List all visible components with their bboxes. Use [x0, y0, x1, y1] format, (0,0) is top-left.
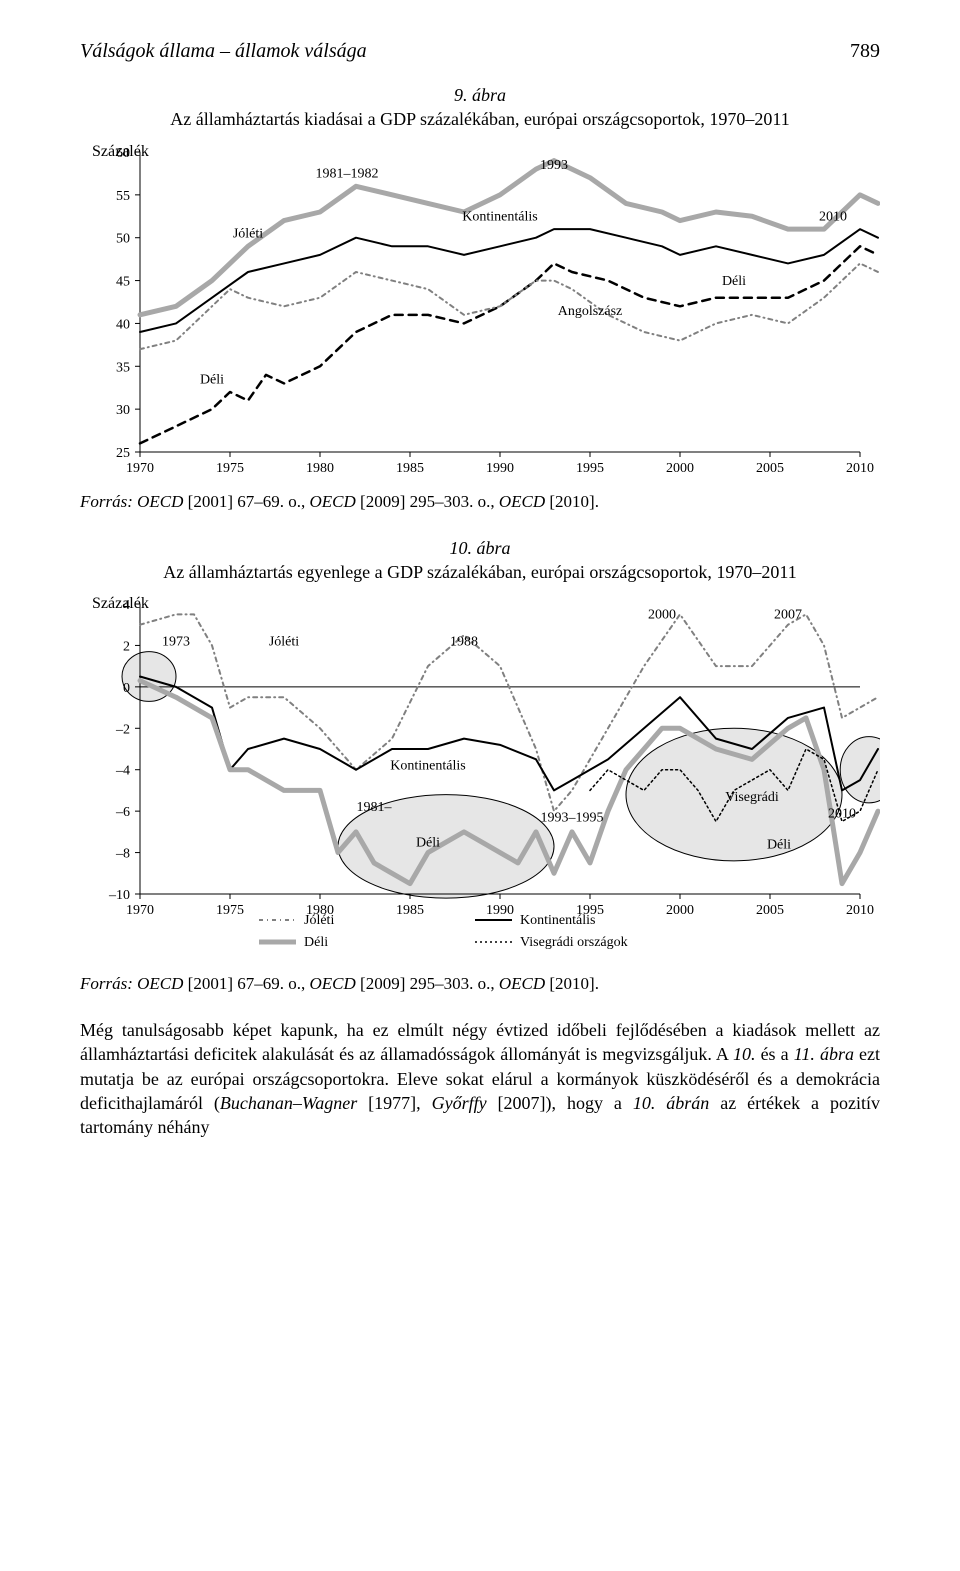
svg-text:2010: 2010 — [846, 461, 874, 476]
svg-text:Visegrádi: Visegrádi — [725, 790, 779, 805]
figure-10-source: Forrás: OECD [2001] 67–69. o., OECD [200… — [80, 974, 880, 994]
svg-text:2010: 2010 — [819, 209, 847, 224]
svg-text:2005: 2005 — [756, 903, 784, 918]
svg-text:25: 25 — [116, 446, 130, 461]
svg-text:1993: 1993 — [540, 158, 568, 173]
svg-text:1975: 1975 — [216, 461, 244, 476]
figure-9-chart: 2530354045505560197019751980198519901995… — [80, 142, 880, 482]
svg-text:35: 35 — [116, 360, 130, 375]
svg-text:1981–: 1981– — [357, 800, 393, 815]
svg-text:1985: 1985 — [396, 903, 424, 918]
svg-text:Kontinentális: Kontinentális — [520, 913, 595, 928]
svg-text:Visegrádi országok: Visegrádi országok — [520, 935, 628, 950]
figure-9-title: Az államháztartás kiadásai a GDP százalé… — [170, 109, 789, 129]
svg-text:–10: –10 — [108, 888, 130, 903]
svg-text:1985: 1985 — [396, 461, 424, 476]
svg-text:1973: 1973 — [162, 635, 190, 650]
svg-text:2010: 2010 — [828, 807, 856, 822]
svg-text:Százalék: Százalék — [92, 595, 149, 612]
page-number: 789 — [850, 40, 880, 63]
svg-text:Déli: Déli — [200, 372, 224, 387]
svg-text:–6: –6 — [115, 805, 130, 820]
svg-text:Déli: Déli — [304, 935, 328, 950]
svg-text:Kontinentális: Kontinentális — [390, 759, 465, 774]
svg-text:–8: –8 — [115, 847, 130, 862]
svg-text:1990: 1990 — [486, 903, 514, 918]
svg-text:30: 30 — [116, 403, 130, 418]
svg-text:Déli: Déli — [722, 273, 746, 288]
svg-text:Jóléti: Jóléti — [233, 226, 263, 241]
svg-text:2007: 2007 — [774, 608, 802, 623]
svg-text:1990: 1990 — [486, 461, 514, 476]
svg-text:1970: 1970 — [126, 461, 154, 476]
svg-text:40: 40 — [116, 317, 130, 332]
svg-text:2000: 2000 — [666, 461, 694, 476]
svg-text:–2: –2 — [115, 722, 130, 737]
body-paragraph: Még tanulságosabb képet kapunk, ha ez el… — [80, 1018, 880, 1139]
svg-text:2010: 2010 — [846, 903, 874, 918]
figure-10-chart: –10–8–6–4–202419701975198019851990199520… — [80, 594, 880, 964]
svg-text:1975: 1975 — [216, 903, 244, 918]
svg-text:Százalék: Százalék — [92, 143, 149, 160]
svg-text:1993–1995: 1993–1995 — [541, 811, 604, 826]
svg-text:1995: 1995 — [576, 461, 604, 476]
figure-10-number: 10. ábra — [449, 538, 510, 558]
svg-text:1980: 1980 — [306, 461, 334, 476]
svg-text:–4: –4 — [115, 764, 130, 779]
svg-text:1970: 1970 — [126, 903, 154, 918]
svg-text:Déli: Déli — [416, 836, 440, 851]
figure-10-caption: 10. ábra Az államháztartás egyenlege a G… — [80, 536, 880, 585]
running-head: Válságok állama – államok válsága 789 — [80, 40, 880, 63]
figure-10-title: Az államháztartás egyenlege a GDP százal… — [163, 562, 796, 582]
svg-text:Angolszász: Angolszász — [558, 303, 623, 318]
svg-text:55: 55 — [116, 188, 130, 203]
svg-text:Kontinentális: Kontinentális — [462, 209, 537, 224]
svg-text:2005: 2005 — [756, 461, 784, 476]
figure-9-number: 9. ábra — [454, 85, 506, 105]
svg-text:Jóléti: Jóléti — [304, 913, 334, 928]
svg-text:Déli: Déli — [767, 838, 791, 853]
svg-text:2000: 2000 — [666, 903, 694, 918]
svg-text:50: 50 — [116, 231, 130, 246]
svg-text:Jóléti: Jóléti — [269, 635, 299, 650]
figure-9-caption: 9. ábra Az államháztartás kiadásai a GDP… — [80, 83, 880, 132]
svg-text:0: 0 — [123, 681, 130, 696]
svg-text:1981–1982: 1981–1982 — [316, 166, 379, 181]
figure-9-source: Forrás: OECD [2001] 67–69. o., OECD [200… — [80, 492, 880, 512]
svg-text:45: 45 — [116, 274, 130, 289]
running-title: Válságok állama – államok válsága — [80, 40, 367, 63]
svg-text:1988: 1988 — [450, 635, 478, 650]
svg-text:2: 2 — [123, 640, 130, 655]
svg-text:2000: 2000 — [648, 608, 676, 623]
